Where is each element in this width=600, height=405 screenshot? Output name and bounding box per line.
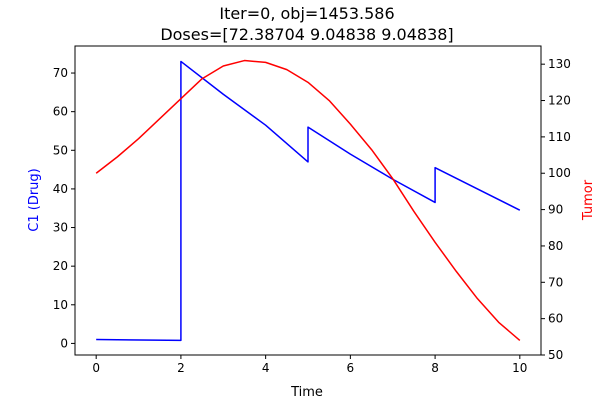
x-tick-label: 4 xyxy=(262,361,270,375)
y-right-tick-label: 60 xyxy=(548,312,563,326)
y-right-tick-label: 120 xyxy=(548,94,571,108)
y-left-tick-label: 20 xyxy=(53,259,68,273)
x-tick-label: 6 xyxy=(347,361,355,375)
y-right-tick-label: 100 xyxy=(548,166,571,180)
y-axis-left: 0 10 20 30 40 50 60 70 xyxy=(53,66,75,350)
x-tick-label: 8 xyxy=(431,361,439,375)
x-tick-label: 0 xyxy=(92,361,100,375)
y-axis-left-label: C1 (Drug) xyxy=(27,168,42,231)
y-right-tick-label: 80 xyxy=(548,239,563,253)
y-left-tick-label: 60 xyxy=(53,105,68,119)
plot-frame xyxy=(74,45,542,356)
drug-series-line xyxy=(96,60,521,342)
y-left-tick-label: 30 xyxy=(53,221,68,235)
y-right-tick-label: 70 xyxy=(548,275,563,289)
y-left-tick-label: 50 xyxy=(53,143,68,157)
y-right-tick-label: 130 xyxy=(548,57,571,71)
x-axis-label: Time xyxy=(290,385,323,400)
y-left-tick-label: 10 xyxy=(53,298,68,312)
y-axis-right: 50 60 70 80 90 100 110 120 130 xyxy=(541,57,571,362)
x-tick-label: 2 xyxy=(177,361,185,375)
chart-title-line-2: Doses=[72.38704 9.04838 9.04838] xyxy=(160,25,453,44)
y-right-tick-label: 110 xyxy=(548,130,571,144)
chart-title-line-1: Iter=0, obj=1453.586 xyxy=(219,4,394,23)
plot-area xyxy=(95,59,521,342)
y-right-tick-label: 50 xyxy=(548,348,563,362)
tumor-series-line xyxy=(95,59,521,342)
y-left-tick-label: 0 xyxy=(60,336,68,350)
x-tick-label: 10 xyxy=(512,361,527,375)
y-right-tick-label: 90 xyxy=(548,203,563,217)
y-axis-right-label: Tumor xyxy=(581,179,596,221)
y-left-tick-label: 70 xyxy=(53,66,68,80)
y-left-tick-label: 40 xyxy=(53,182,68,196)
x-axis: 0 2 4 6 8 10 xyxy=(92,355,527,375)
